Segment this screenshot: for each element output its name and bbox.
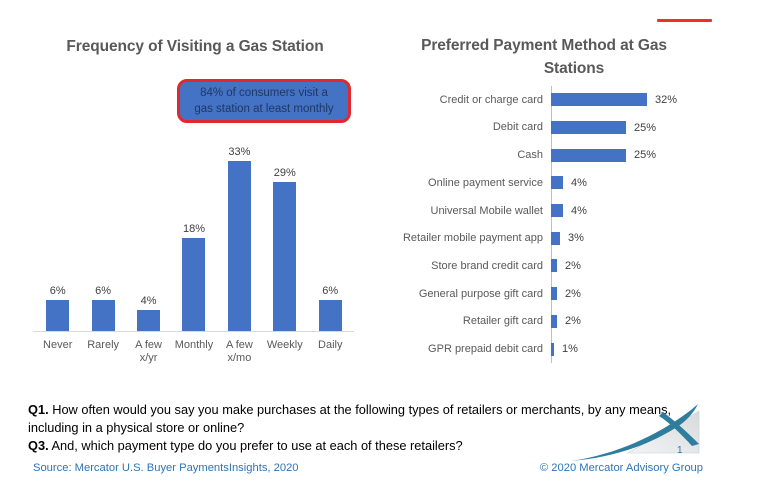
callout-box: 84% of consumers visit a gas station at … [177, 79, 351, 123]
bar-value-label: 4% [571, 204, 587, 217]
category-label: Universal Mobile wallet [430, 204, 544, 217]
bar-value-label: 1% [562, 343, 578, 356]
bar-value-label: 33% [228, 146, 251, 158]
question-q1: Q1. How often would you say you make pur… [28, 401, 673, 437]
bar [318, 300, 342, 331]
footnotes: Q1. How often would you say you make pur… [28, 401, 673, 455]
category-label: Never [43, 339, 73, 351]
bar-row: General purpose gift card 2% [400, 280, 760, 308]
bar-value-label: 4% [140, 295, 157, 307]
y-axis-line [551, 86, 552, 363]
bar-row: GPR prepaid debit card 1% [400, 335, 760, 363]
bar-value-label: 6% [95, 285, 112, 297]
bar-row: Cash 25% [400, 141, 760, 169]
bar-column: 6% [80, 136, 125, 331]
bar [551, 148, 626, 162]
bar [182, 238, 206, 331]
bar-row: Retailer mobile payment app 3% [400, 224, 760, 252]
category-label: Rarely [87, 339, 120, 351]
bar-value-label: 2% [565, 259, 581, 272]
bar [137, 310, 161, 331]
bar-value-label: 32% [655, 93, 678, 106]
page-number: 1 [677, 445, 683, 456]
bar [551, 204, 563, 218]
q1-text: How often would you say you make purchas… [28, 402, 672, 436]
bar-value-label: 6% [322, 285, 339, 297]
bar [91, 300, 115, 331]
bar-row: Universal Mobile wallet 4% [400, 197, 760, 225]
left-chart-title: Frequency of Visiting a Gas Station [66, 38, 324, 55]
bar-value-label: 25% [634, 121, 657, 134]
bar-row: Store brand credit card 2% [400, 252, 760, 280]
category-label: Weekly [266, 339, 303, 351]
category-label: Retailer mobile payment app [402, 232, 543, 245]
bar [551, 314, 557, 328]
swoosh-plane-icon: 1 [571, 404, 700, 461]
question-q3: Q3. And, which payment type do you prefe… [28, 437, 673, 455]
bar [551, 93, 647, 107]
q1-label: Q1. [28, 402, 49, 417]
bar-value-label: 2% [565, 315, 581, 328]
bar [46, 300, 70, 331]
bar-value-label: 3% [568, 232, 584, 245]
bar [551, 287, 557, 301]
bar-column: 29% [262, 136, 307, 331]
mercator-logo: 1 [565, 402, 705, 464]
bar-value-label: 29% [273, 167, 296, 179]
category-label: Debit card [492, 121, 543, 134]
bar [551, 176, 563, 190]
bar-column: 6% [35, 136, 80, 331]
category-label: Online payment service [428, 176, 543, 189]
payment-bar-plot: Credit or charge card 32% Debit card 25% Cas… [400, 86, 760, 363]
bar [551, 121, 626, 135]
right-chart-title-line2: Stations [543, 60, 605, 77]
top-accent-line [657, 19, 712, 22]
q3-text: And, which payment type do you prefer to… [51, 438, 463, 454]
right-chart-title-line1: Preferred Payment Method at Gas [421, 37, 667, 54]
bar [551, 342, 554, 356]
q3-label: Q3. [28, 438, 49, 454]
bar [227, 161, 251, 331]
bar-value-label: 18% [182, 223, 205, 235]
bar-row: Online payment service 4% [400, 169, 760, 197]
bar-value-label: 2% [565, 287, 581, 300]
bar-value-label: 4% [571, 176, 587, 189]
bar-row: Credit or charge card 32% [400, 86, 760, 114]
bar-column: 4% [126, 136, 171, 331]
category-label: Store brand credit card [431, 259, 543, 272]
category-label: GPR prepaid debit card [428, 342, 543, 355]
bar [551, 259, 557, 273]
category-label: General purpose gift card [418, 287, 543, 300]
copyright-text: © 2020 Mercator Advisory Group [539, 462, 703, 474]
category-label: Retailer gift card [462, 315, 543, 328]
bar-column: 33% [217, 136, 262, 331]
bar [273, 182, 297, 331]
bar-row: Debit card 25% [400, 114, 760, 142]
bar-column: 18% [171, 136, 216, 331]
bar-column: 6% [308, 136, 353, 331]
bar [551, 231, 560, 245]
bar-row: Retailer gift card 2% [400, 308, 760, 336]
category-label: Credit or charge card [439, 93, 543, 106]
bar-value-label: 6% [49, 285, 66, 297]
x-axis-labels: Never Rarely A few x/yr Monthly A few x/mo We… [35, 339, 353, 365]
x-axis-line [33, 331, 354, 332]
source-text: Source: Mercator U.S. Buyer PaymentsInsi… [33, 462, 299, 474]
bar-value-label: 25% [634, 149, 657, 162]
category-label: Daily [318, 339, 343, 351]
category-label: A few x/yr [135, 339, 162, 365]
callout-text: 84% of consumers visit a gas station at … [194, 86, 334, 115]
category-label: A few x/mo [225, 339, 253, 365]
category-label: Monthly [174, 339, 214, 351]
frequency-bar-plot: 6% 6% 4% 18% 33% 29% 6% [35, 136, 353, 331]
category-label: Cash [517, 149, 543, 162]
